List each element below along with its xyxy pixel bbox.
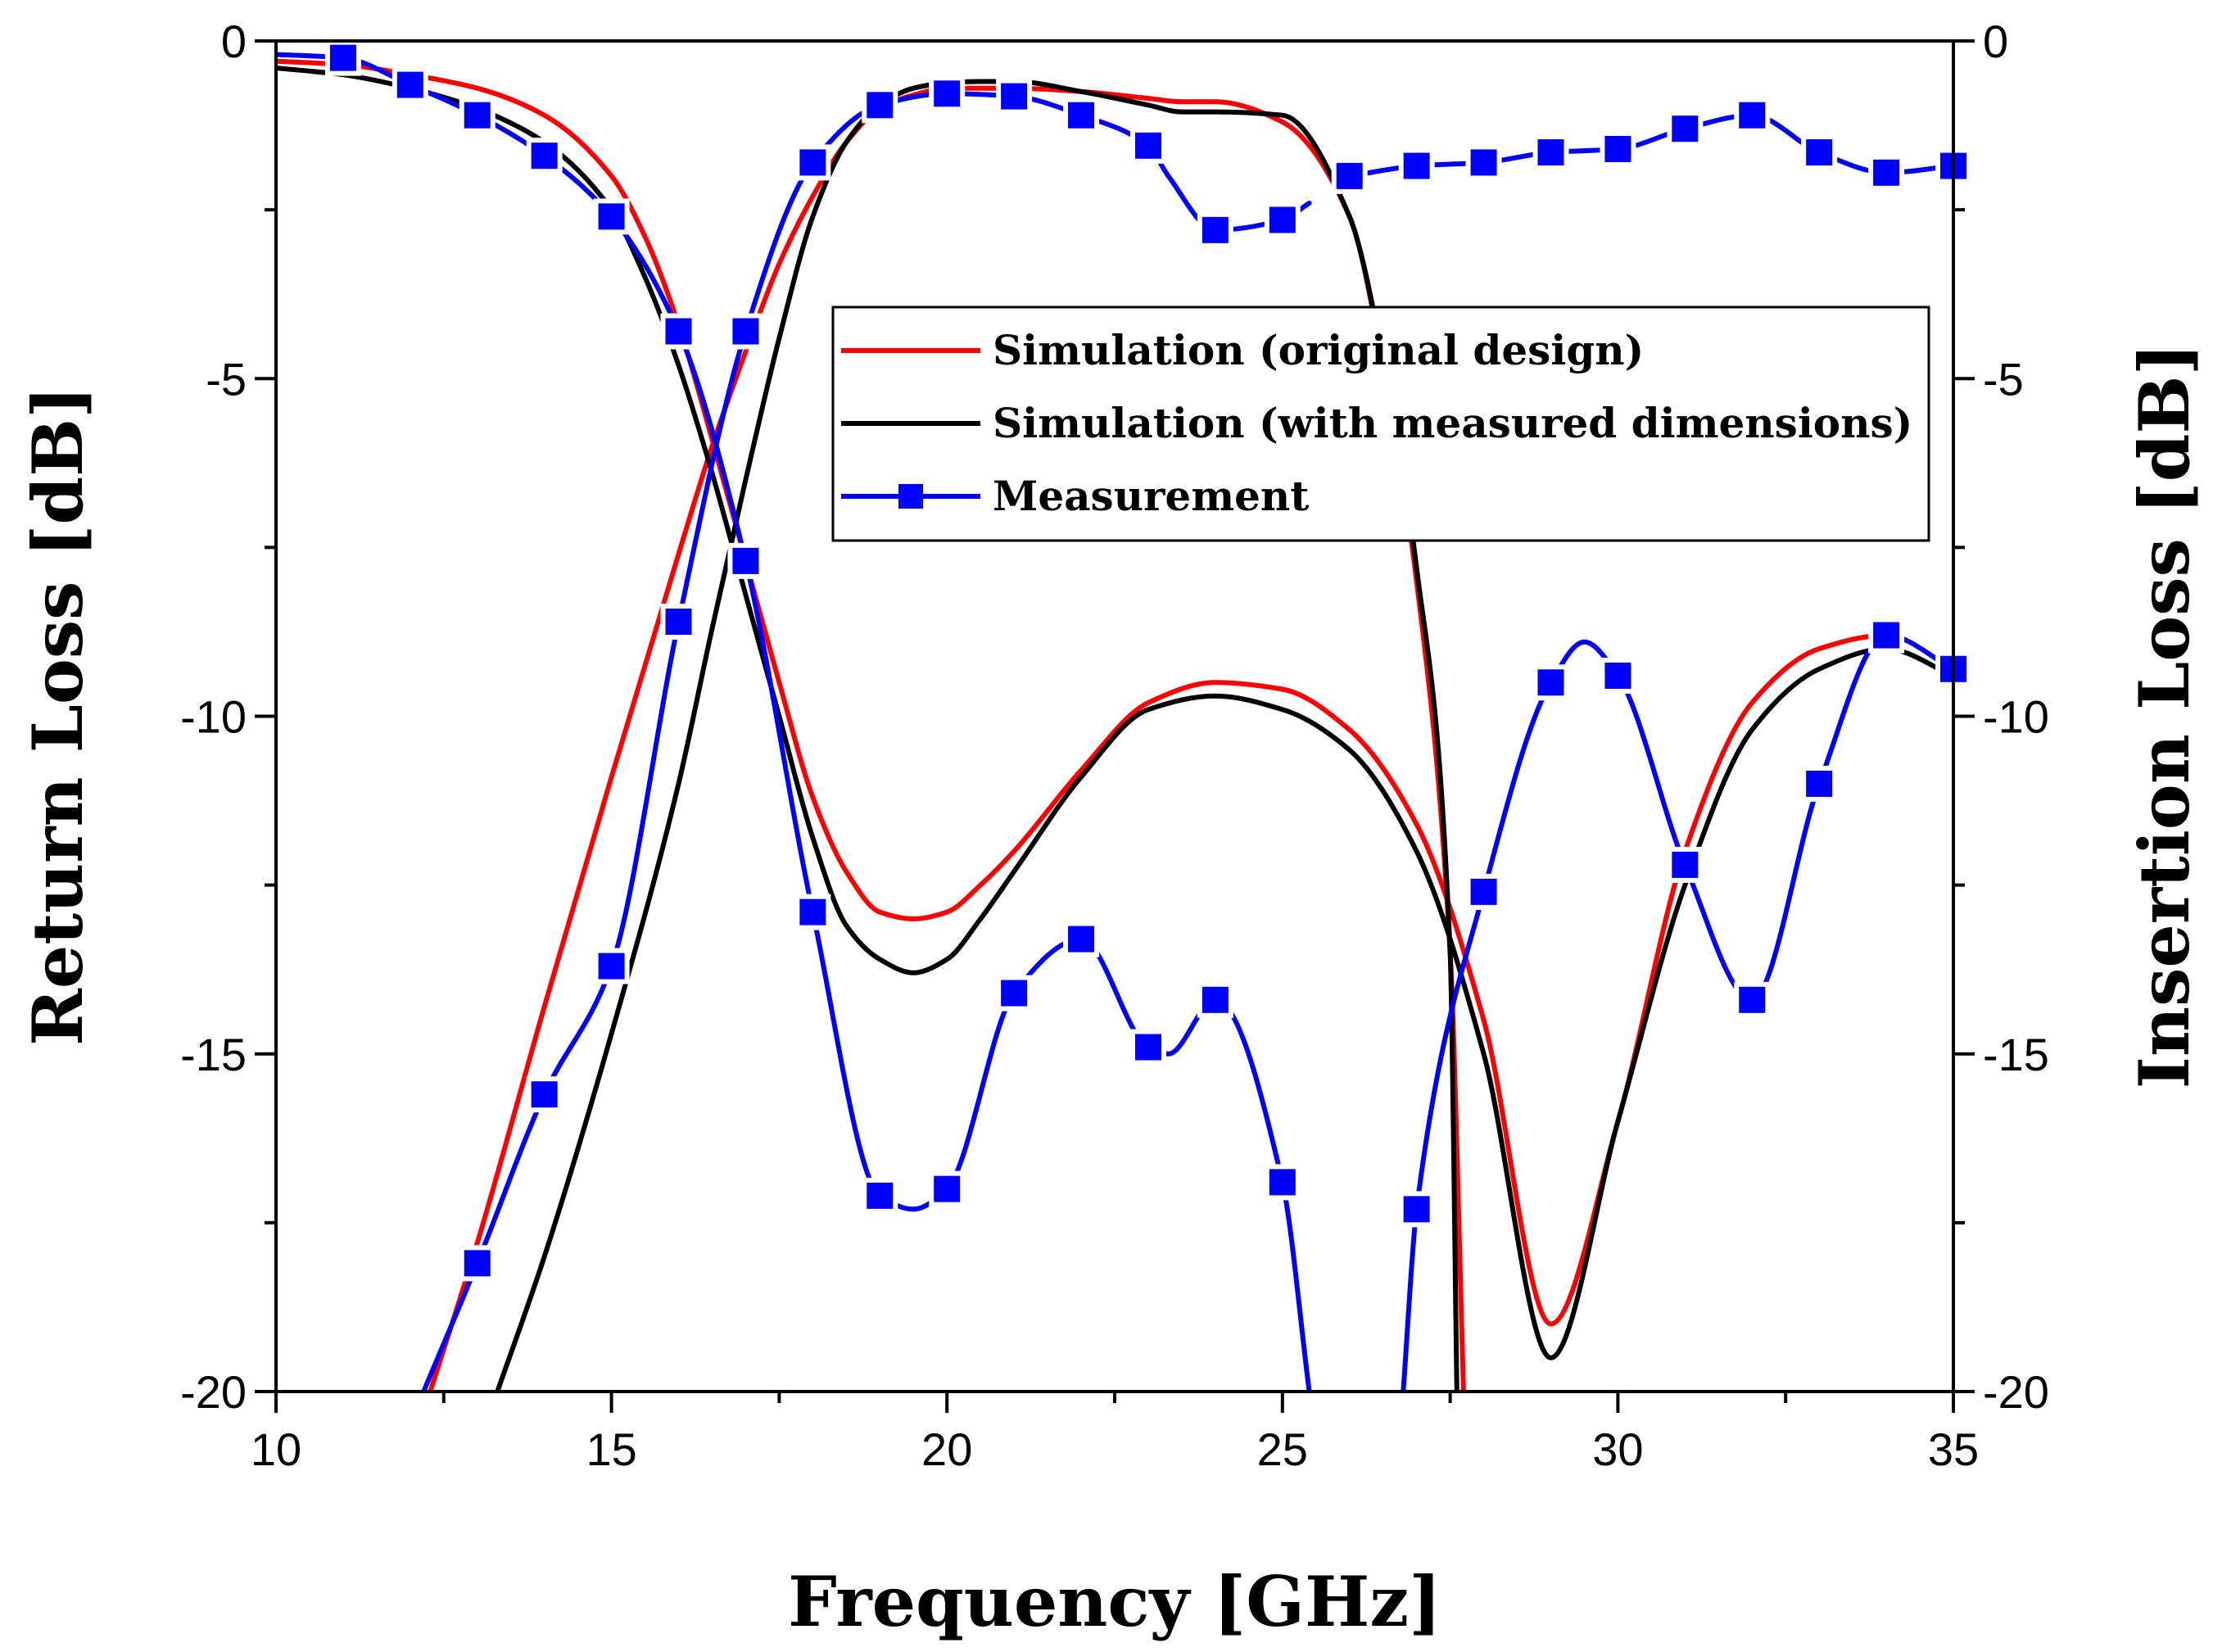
measurement-marker bbox=[1068, 102, 1095, 129]
measurement-marker bbox=[934, 1175, 961, 1202]
y-right-tick-label: -20 bbox=[1983, 1366, 2049, 1418]
measurement-marker bbox=[329, 44, 356, 71]
series-1-curve-s21 bbox=[276, 66, 1953, 1360]
y-left-tick-label: 0 bbox=[221, 16, 247, 67]
measurement-marker bbox=[732, 547, 759, 574]
legend-label-measurement: Measurement bbox=[993, 472, 1309, 520]
measurement-marker bbox=[1604, 663, 1631, 690]
measurement-marker bbox=[1336, 162, 1363, 189]
measurement-marker bbox=[665, 318, 692, 345]
x-tick-label: 10 bbox=[251, 1423, 301, 1475]
measurement-marker bbox=[598, 203, 625, 230]
legend-marker-measurement bbox=[898, 484, 923, 509]
y-right-tick-label: -5 bbox=[1983, 353, 2024, 405]
x-tick-label: 20 bbox=[921, 1423, 972, 1475]
measurement-marker bbox=[1873, 159, 1900, 186]
measurement-marker bbox=[1470, 878, 1497, 905]
measurement-marker bbox=[1739, 986, 1766, 1013]
measurement-marker bbox=[732, 318, 759, 345]
data-curves bbox=[276, 52, 1953, 1392]
measurement-marker bbox=[1001, 83, 1028, 110]
measurement-marker bbox=[1134, 132, 1161, 159]
measurement-marker bbox=[1403, 1196, 1430, 1223]
y-left-tick-label: -20 bbox=[180, 1366, 247, 1418]
y-left-tick-label: -5 bbox=[206, 353, 247, 405]
measurement-marker bbox=[1269, 1169, 1296, 1196]
measurement-marker bbox=[1672, 851, 1699, 878]
measurement-marker bbox=[799, 149, 826, 176]
measurement-marker bbox=[867, 1182, 894, 1209]
measurement-marker bbox=[665, 609, 692, 636]
measurement-marker bbox=[1470, 149, 1497, 176]
measurement-marker bbox=[1068, 926, 1095, 953]
y-left-tick-label: -15 bbox=[180, 1029, 247, 1080]
measurement-marker bbox=[598, 953, 625, 980]
plot-frame bbox=[274, 39, 1955, 1393]
measurement-marker bbox=[1672, 115, 1699, 143]
measurement-marker bbox=[531, 143, 558, 170]
series-1-curve-s11 bbox=[495, 79, 1459, 1392]
measurement-marker bbox=[531, 1081, 558, 1108]
measurement-marker bbox=[867, 92, 894, 119]
series-2-curve-s21-high bbox=[1346, 112, 1953, 179]
legend-label-simulation-original: Simulation (original design) bbox=[993, 326, 1644, 374]
measurement-marker bbox=[799, 898, 826, 926]
measurement-marker bbox=[934, 80, 961, 107]
data-markers bbox=[324, 39, 1971, 1282]
measurement-marker bbox=[1001, 980, 1028, 1007]
measurement-marker bbox=[1134, 1034, 1161, 1061]
series-2-curve-s11-high bbox=[1401, 632, 1953, 1392]
measurement-marker bbox=[1537, 669, 1564, 696]
measurement-marker bbox=[1739, 102, 1766, 129]
legend-label-simulation-measured: Simulation (with measured dimensions) bbox=[993, 399, 1912, 447]
measurement-marker bbox=[1806, 770, 1833, 797]
x-tick-label: 25 bbox=[1257, 1423, 1308, 1475]
y-right-tick-label: -15 bbox=[1983, 1029, 2049, 1080]
legend-box bbox=[831, 306, 1930, 542]
measurement-marker bbox=[1537, 139, 1564, 166]
y-axis-title-left: Return Loss [dB] bbox=[17, 386, 98, 1046]
y-right-tick-label: -10 bbox=[1983, 691, 2049, 743]
x-axis-title: Frequency [GHz] bbox=[788, 1561, 1441, 1642]
measurement-marker bbox=[1604, 135, 1631, 162]
legend: Simulation (original design) Simulation … bbox=[831, 306, 1930, 542]
measurement-marker bbox=[396, 71, 423, 98]
y-axis-title-right: Insertion Loss [dB] bbox=[2124, 343, 2205, 1089]
x-tick-label: 15 bbox=[586, 1423, 636, 1475]
x-tick-label: 35 bbox=[1928, 1423, 1979, 1475]
measurement-marker bbox=[1202, 216, 1229, 243]
measurement-marker bbox=[1403, 152, 1430, 179]
measurement-marker bbox=[1873, 622, 1900, 649]
y-right-tick-label: 0 bbox=[1983, 16, 2008, 67]
axis-ticks: 10 15 20 25 30 35 0 0 -5 -5 -10 -10 -15 -15 -20 -20 bbox=[180, 16, 2049, 1475]
x-tick-label: 30 bbox=[1592, 1423, 1643, 1475]
measurement-marker bbox=[1806, 139, 1833, 166]
y-left-tick-label: -10 bbox=[180, 691, 247, 743]
measurement-marker bbox=[1269, 206, 1296, 233]
measurement-marker bbox=[464, 102, 491, 129]
measurement-marker bbox=[464, 1250, 491, 1277]
measurement-marker bbox=[1202, 986, 1229, 1013]
